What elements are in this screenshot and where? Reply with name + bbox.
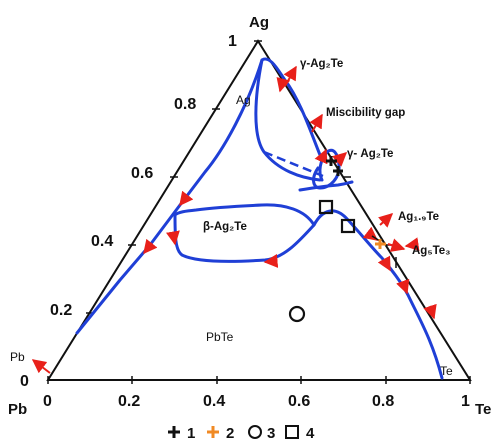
marker-3-circle bbox=[288, 305, 306, 323]
marker-4-square-b bbox=[340, 218, 356, 234]
left-tick-0.6: 0.6 bbox=[131, 165, 153, 182]
left-tick-1: 1 bbox=[228, 33, 237, 50]
legend-label-3: 3 bbox=[267, 425, 275, 442]
bottom-tick-0.6: 0.6 bbox=[288, 393, 310, 410]
bottom-tick-0.2: 0.2 bbox=[118, 393, 140, 410]
gamma-dome bbox=[312, 148, 341, 190]
legend-item-3: 3 bbox=[248, 425, 275, 442]
bottom-tick-0.4: 0.4 bbox=[203, 393, 225, 410]
marker-1-plus bbox=[326, 156, 343, 176]
corner-label-top: Ag bbox=[249, 14, 269, 31]
legend: 1 2 3 4 bbox=[168, 425, 315, 442]
corner-label-left: Pb bbox=[8, 401, 27, 418]
upper-branch-curve bbox=[298, 180, 354, 192]
label-pb-corner: Pb bbox=[10, 350, 25, 364]
left-tick-0.4: 0.4 bbox=[91, 233, 113, 250]
left-tick-0.2: 0.2 bbox=[50, 302, 72, 319]
tie-line-dashed bbox=[263, 150, 324, 178]
label-gamma-mid: γ- Ag₂Te bbox=[347, 148, 393, 160]
marker-4-square-a bbox=[318, 199, 334, 215]
legend-item-2: 2 bbox=[207, 425, 234, 442]
beta-region-loop bbox=[173, 203, 316, 263]
legend-item-1: 1 bbox=[168, 425, 195, 442]
main-valley-curve bbox=[75, 57, 322, 335]
legend-item-4: 4 bbox=[285, 425, 315, 442]
label-pbte: PbTe bbox=[206, 330, 234, 344]
left-tick-0: 0 bbox=[20, 373, 29, 390]
bottom-tick-1: 1 bbox=[461, 393, 470, 410]
ag-region-loop bbox=[254, 58, 322, 182]
label-beta-ag2te: β-Ag₂Te bbox=[203, 221, 247, 233]
bottom-tick-0.8: 0.8 bbox=[372, 393, 394, 410]
label-ag19te: Ag₁.₉Te bbox=[398, 211, 439, 223]
label-miscibility-gap: Miscibility gap bbox=[326, 107, 405, 119]
bottom-tick-0: 0 bbox=[43, 393, 52, 410]
legend-label-2: 2 bbox=[226, 425, 234, 442]
data-markers bbox=[288, 156, 386, 323]
label-gamma-top: γ-Ag₂Te bbox=[300, 58, 343, 70]
label-te-corner: Te bbox=[440, 364, 453, 378]
label-ag5te3: Ag₅Te₃ bbox=[412, 245, 451, 257]
triangle-frame bbox=[46, 39, 472, 381]
left-tick-0.8: 0.8 bbox=[174, 96, 196, 113]
te-branch-curve bbox=[312, 209, 444, 380]
label-ag-region: Ag bbox=[236, 93, 251, 107]
corner-label-right: Te bbox=[475, 401, 491, 418]
marker-2-plus bbox=[375, 239, 386, 249]
legend-label-1: 1 bbox=[187, 425, 195, 442]
legend-label-4: 4 bbox=[306, 425, 315, 442]
